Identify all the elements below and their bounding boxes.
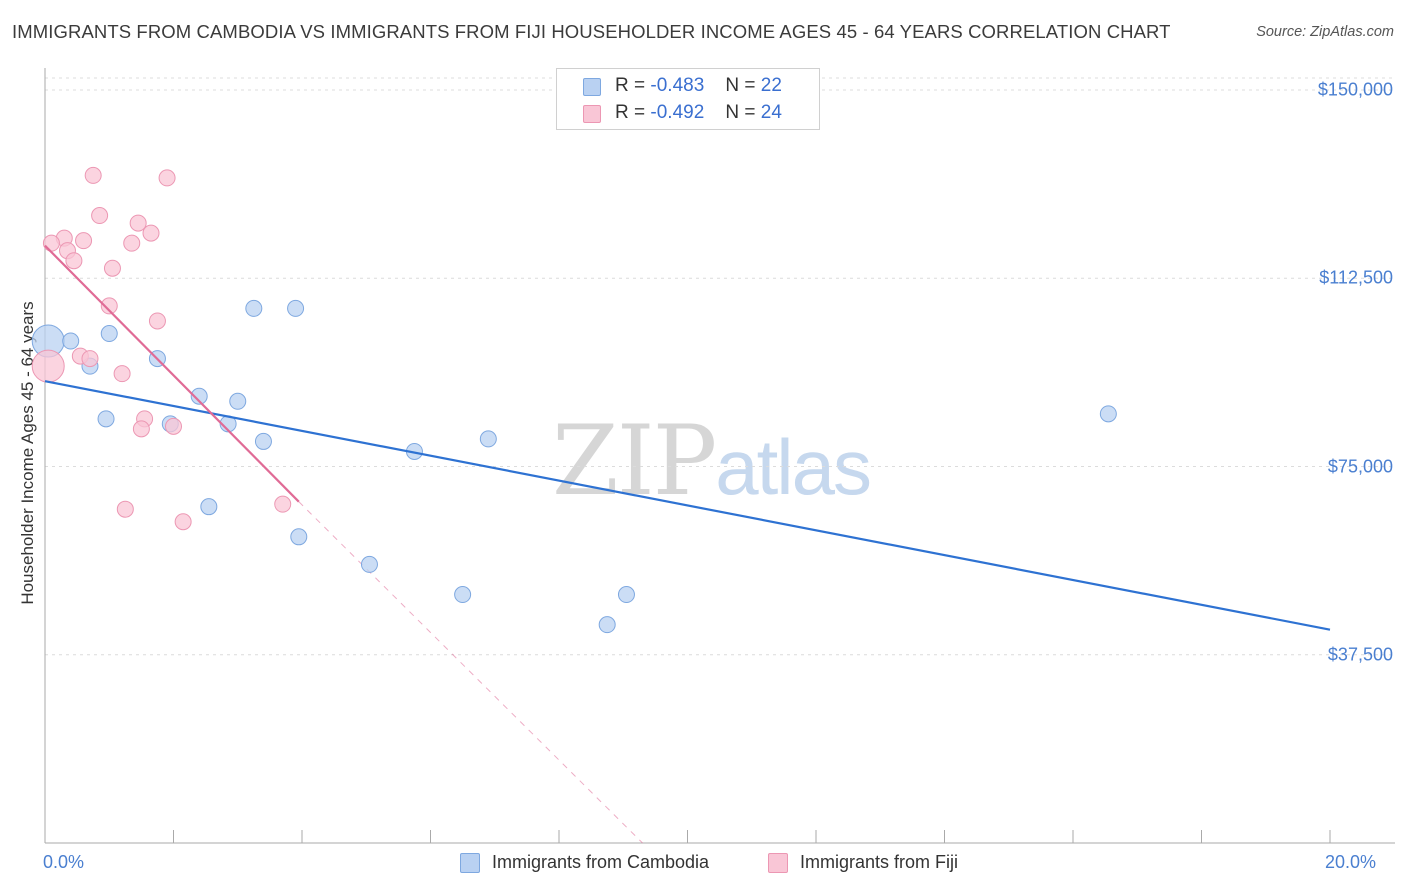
legend-r-label: R =: [615, 102, 646, 123]
data-point-fiji: [113, 365, 131, 383]
data-point-fiji: [100, 297, 118, 315]
x-tick-label-max: 20.0%: [1325, 852, 1377, 872]
y-tick-label: $75,000: [1327, 456, 1393, 477]
correlation-legend: R = -0.483 N = 22 R = -0.492 N = 24: [556, 68, 820, 130]
bottom-legend-label-fiji: Immigrants from Fiji: [800, 852, 959, 872]
data-point-fiji: [132, 420, 150, 438]
data-point-cambodia: [62, 332, 80, 350]
data-point-fiji: [274, 495, 292, 513]
data-point-fiji: [42, 234, 60, 252]
legend-n-value-cambodia: 22: [760, 75, 782, 96]
data-point-fiji: [91, 207, 109, 225]
data-point-fiji: [31, 349, 65, 383]
data-point-cambodia: [290, 528, 308, 546]
data-point-cambodia: [617, 586, 635, 604]
legend-r-label: R =: [615, 75, 646, 96]
data-point-cambodia: [229, 392, 247, 410]
legend-r-value-cambodia: -0.483: [650, 75, 705, 96]
data-point-cambodia: [1099, 405, 1117, 423]
data-point-fiji: [142, 224, 160, 242]
data-point-fiji: [103, 259, 121, 277]
y-tick-label: $37,500: [1327, 644, 1393, 665]
data-point-cambodia: [598, 616, 616, 634]
x-tick-label-min: 0.0%: [43, 852, 85, 872]
data-point-cambodia: [190, 387, 208, 405]
chart-title: IMMIGRANTS FROM CAMBODIA VS IMMIGRANTS F…: [12, 21, 1171, 42]
data-point-fiji: [148, 312, 166, 330]
data-point-cambodia: [254, 432, 272, 450]
data-point-fiji: [116, 500, 134, 518]
data-point-fiji: [174, 513, 192, 531]
chart-source: Source: ZipAtlas.com: [1256, 24, 1394, 40]
legend-n-value-fiji: 24: [760, 102, 782, 123]
legend-n-label: N =: [725, 102, 756, 123]
legend-n-label: N =: [725, 75, 756, 96]
bottom-legend-swatch-cambodia: [460, 853, 480, 873]
data-point-fiji: [158, 169, 176, 187]
data-point-fiji: [84, 166, 102, 184]
legend-r-value-fiji: -0.492: [650, 102, 705, 123]
data-point-cambodia: [454, 586, 472, 604]
watermark-zip: ZIP: [552, 405, 717, 517]
legend-swatch-fiji: [583, 105, 601, 123]
bottom-legend-swatch-fiji: [768, 853, 788, 873]
trend-line-fiji: [44, 244, 300, 503]
trend-line-extension-fiji: [298, 501, 643, 844]
data-point-cambodia: [100, 325, 118, 343]
trend-line-cambodia: [44, 380, 1331, 631]
bottom-legend-label-cambodia: Immigrants from Cambodia: [492, 852, 710, 872]
data-point-fiji: [129, 214, 147, 232]
data-point-fiji: [165, 417, 182, 435]
data-point-cambodia: [287, 299, 305, 317]
data-point-cambodia: [360, 555, 378, 573]
legend-swatch-cambodia: [583, 78, 601, 96]
data-point-fiji: [123, 234, 141, 252]
data-point-cambodia: [200, 498, 218, 516]
y-tick-label: $150,000: [1317, 79, 1393, 100]
data-point-cambodia: [245, 299, 263, 317]
data-point-cambodia: [479, 430, 497, 448]
data-point-cambodia: [97, 410, 115, 428]
data-point-fiji: [81, 350, 99, 368]
data-point-fiji: [75, 232, 93, 250]
y-tick-label: $112,500: [1319, 267, 1393, 288]
data-point-fiji: [65, 252, 83, 270]
